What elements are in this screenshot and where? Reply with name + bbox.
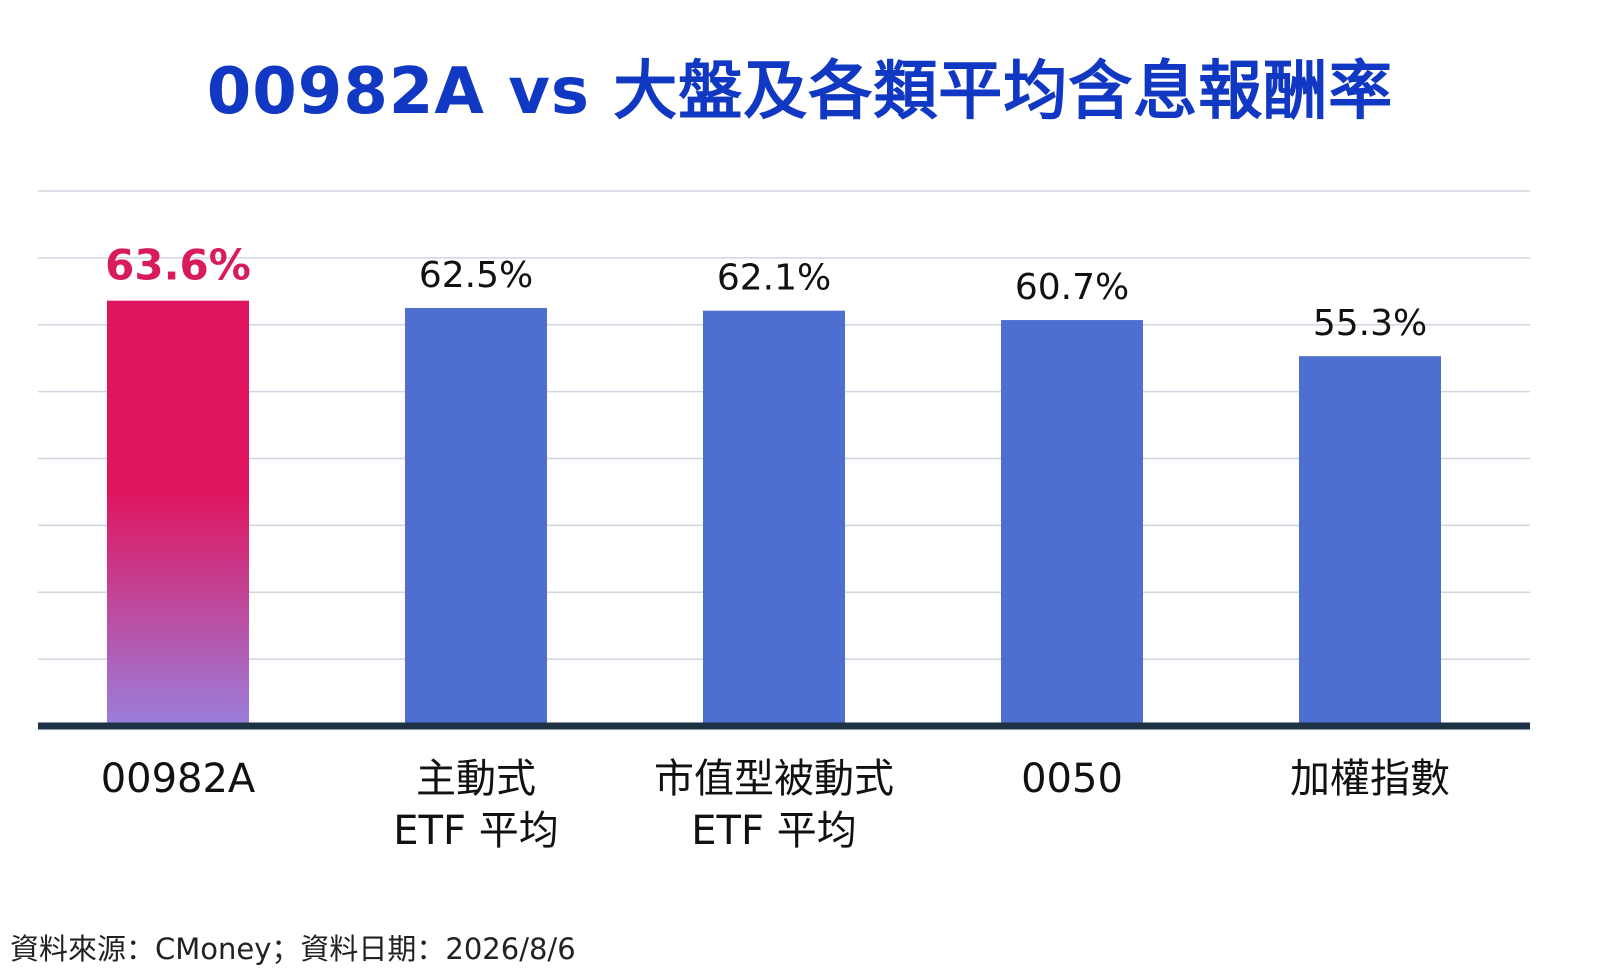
data-label-4: 55.3% xyxy=(1313,303,1427,344)
category-label-3-0: 0050 xyxy=(1021,756,1123,802)
data-label-0: 63.6% xyxy=(105,241,251,290)
category-label-2-0: 市值型被動式 xyxy=(654,756,894,802)
category-label-2-1: ETF 平均 xyxy=(691,808,856,854)
category-label-4-0: 加權指數 xyxy=(1290,756,1450,802)
category-label-1-1: ETF 平均 xyxy=(393,808,558,854)
data-labels: 63.6% 62.5% 62.1% 60.7% 55.3% xyxy=(105,241,1427,345)
category-label-1-0: 主動式 xyxy=(416,756,536,802)
data-label-3: 60.7% xyxy=(1015,267,1129,308)
chart-title: 00982A vs 大盤及各類平均含息報酬率 xyxy=(206,55,1394,129)
data-label-2: 62.1% xyxy=(717,258,831,299)
bar-1 xyxy=(405,308,547,726)
bars xyxy=(107,300,1441,726)
source-note: 資料來源：CMoney；資料日期：2026/8/6 xyxy=(10,932,576,966)
bar-3 xyxy=(1001,320,1143,726)
data-label-1: 62.5% xyxy=(419,255,533,296)
category-label-0-0: 00982A xyxy=(101,756,256,802)
bar-0 xyxy=(107,300,249,726)
bar-4 xyxy=(1299,356,1441,726)
bar-2 xyxy=(703,310,845,726)
